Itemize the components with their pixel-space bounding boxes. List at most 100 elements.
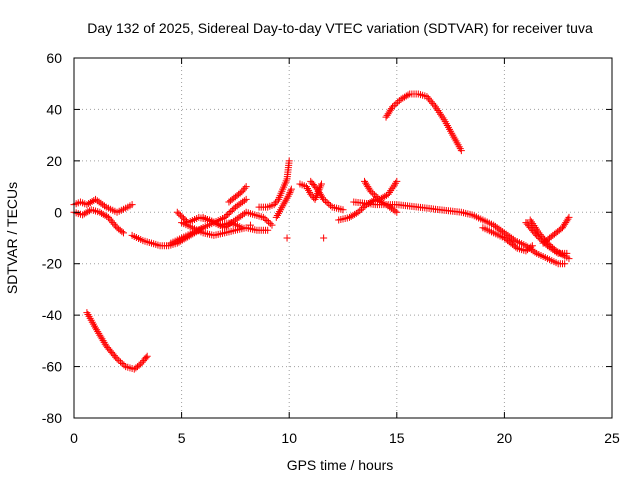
series-arc-n <box>361 177 401 203</box>
data-point <box>390 101 398 109</box>
data-point <box>283 234 291 242</box>
series-arc-e <box>178 219 272 239</box>
data-point <box>508 234 516 242</box>
data-point <box>285 157 293 165</box>
data-point <box>552 248 560 256</box>
data-point <box>561 260 569 268</box>
data-point <box>99 337 107 345</box>
data-point <box>393 177 401 185</box>
axis-ticks: 0 5 10 15 20 25 -80 -60 -40 -20 0 20 40 60 <box>42 50 620 446</box>
data-point <box>246 221 254 229</box>
data-point <box>367 188 375 196</box>
data-point <box>179 214 187 222</box>
data-point <box>109 219 117 227</box>
data-point <box>285 190 293 198</box>
data-point <box>92 324 100 332</box>
data-point <box>100 202 108 210</box>
data-point <box>356 207 364 215</box>
data-point <box>178 213 186 221</box>
data-point <box>430 101 438 109</box>
data-point <box>94 328 102 336</box>
data-point <box>264 226 272 234</box>
data-point <box>404 91 412 99</box>
x-tick-label: 20 <box>497 430 513 446</box>
y-tick-label: 0 <box>54 204 62 220</box>
series-isolated <box>246 221 328 242</box>
data-point <box>112 353 120 361</box>
data-point <box>228 206 236 214</box>
data-point <box>238 224 246 232</box>
series-arc-j <box>272 185 295 221</box>
data-point <box>531 248 539 256</box>
data-point <box>354 208 362 216</box>
series-arc-b <box>70 206 127 237</box>
data-point <box>99 201 107 209</box>
data-point <box>495 225 503 233</box>
data-point <box>563 249 571 257</box>
data-point <box>424 94 432 102</box>
x-tick-label: 5 <box>178 430 186 446</box>
data-point <box>100 338 108 346</box>
data-point <box>112 222 120 230</box>
data-point <box>457 147 465 155</box>
y-tick-label: -80 <box>42 410 62 426</box>
chart-title: Day 132 of 2025, Sidereal Day-to-day VTE… <box>87 20 593 36</box>
data-point <box>549 246 557 254</box>
data-point <box>236 189 244 197</box>
data-point <box>116 358 124 366</box>
data-point <box>119 229 127 237</box>
y-tick-label: 40 <box>46 101 62 117</box>
data-point <box>394 98 402 106</box>
x-tick-label: 10 <box>281 430 297 446</box>
data-point <box>235 213 243 221</box>
data-point <box>96 331 104 339</box>
data-point <box>228 219 236 227</box>
y-tick-label: -20 <box>42 256 62 272</box>
data-point <box>325 200 333 208</box>
data-point <box>272 199 280 207</box>
data-point <box>176 211 184 219</box>
data-point <box>240 197 248 205</box>
data-point <box>392 100 400 108</box>
y-tick-label: -60 <box>42 359 62 375</box>
data-point <box>359 204 367 212</box>
data-point <box>173 208 181 216</box>
data-point <box>239 198 247 206</box>
data-point <box>242 183 250 191</box>
data-point <box>107 217 115 225</box>
y-axis-label: SDTVAR / TECUs <box>4 182 20 294</box>
data-point <box>175 210 183 218</box>
data-point <box>531 230 539 238</box>
data-point <box>534 233 542 241</box>
data-point <box>222 212 230 220</box>
data-point <box>263 217 271 225</box>
y-tick-label: 20 <box>46 153 62 169</box>
series-arc-l <box>307 177 347 214</box>
data-point <box>137 360 145 368</box>
data-point <box>118 359 126 367</box>
data-point <box>565 255 573 263</box>
data-point <box>97 199 105 207</box>
data-point <box>239 211 247 219</box>
data-point <box>221 224 229 232</box>
series-arc-s <box>522 219 571 257</box>
y-tick-label: 60 <box>46 50 62 66</box>
data-point <box>490 221 498 229</box>
data-point <box>221 213 229 221</box>
data-point <box>97 333 105 341</box>
data-point <box>491 222 499 230</box>
data-point <box>265 218 273 226</box>
data-point <box>543 242 551 250</box>
data-point <box>93 326 101 334</box>
data-point <box>287 187 295 195</box>
data-point <box>497 226 505 234</box>
data-point <box>287 185 295 193</box>
data-point <box>231 203 239 211</box>
series-arc-h <box>225 183 250 206</box>
series-arc-k <box>296 180 325 203</box>
data-point <box>493 224 501 232</box>
data-point <box>317 180 325 188</box>
data-point <box>540 239 548 247</box>
data-point <box>143 352 151 360</box>
data-point <box>320 195 328 203</box>
